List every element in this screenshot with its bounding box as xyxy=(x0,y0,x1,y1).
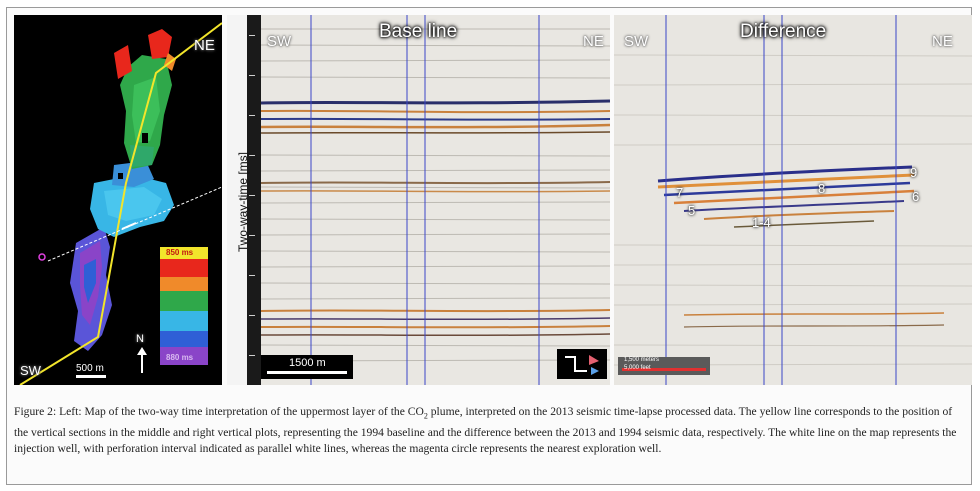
horizon-label-9: 9 xyxy=(910,165,918,180)
twt-axis-label: Two-way-time [ms] xyxy=(236,151,251,253)
horizon-label-8: 8 xyxy=(818,181,826,196)
diff-scale-meters: 1,500 meters xyxy=(624,357,660,363)
baseline-section-panel: Base line SW NE Two-way-time [ms] 1500 m xyxy=(227,15,610,385)
legend-top-label: 850 ms xyxy=(166,248,194,257)
map-sw-label: SW xyxy=(20,363,41,378)
caption-part1: Figure 2: Left: Map of the two-way time … xyxy=(14,405,424,418)
difference-section-panel: Difference SW NE 9 7 8 6 5 1-4 1,500 met… xyxy=(614,15,972,385)
plume-map-panel: NE SW N 500 m 850 ms 880 ms xyxy=(14,15,222,385)
baseline-sw-label: SW xyxy=(267,33,292,50)
horizon-label-1-4: 1-4 xyxy=(752,215,771,230)
baseline-title: Base line xyxy=(379,21,458,42)
horizon-label-5: 5 xyxy=(688,203,696,218)
difference-ne-label: NE xyxy=(932,33,953,50)
map-ne-label: NE xyxy=(194,37,215,54)
baseline-ne-label: NE xyxy=(583,33,604,50)
horizon-label-6: 6 xyxy=(912,189,920,204)
horizon-label-7: 7 xyxy=(676,185,684,200)
plume-map-graphic xyxy=(19,22,222,385)
caption-part2: plume, interpreted on the 2013 seismic t… xyxy=(14,405,957,456)
baseline-scale-label: 1500 m xyxy=(289,357,326,369)
diff-scale-feet: 5,000 feet xyxy=(624,365,651,371)
baseline-seismic-graphic xyxy=(227,15,610,385)
difference-seismic-graphic xyxy=(614,15,972,385)
caption-subscript: 2 xyxy=(423,411,428,421)
figure-caption: Figure 2: Left: Map of the two-way time … xyxy=(14,404,966,458)
north-label: N xyxy=(136,333,144,345)
map-scale-label: 500 m xyxy=(76,363,104,374)
legend-bottom-label: 880 ms xyxy=(166,353,194,362)
difference-sw-label: SW xyxy=(624,33,649,50)
difference-title: Difference xyxy=(740,21,827,42)
